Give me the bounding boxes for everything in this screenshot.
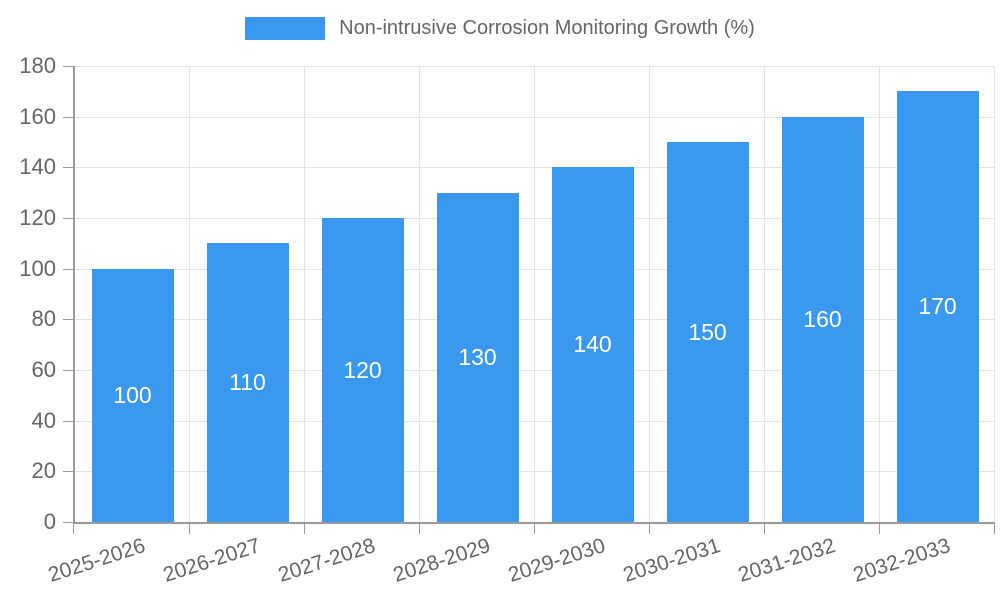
gridline-horizontal bbox=[75, 370, 995, 371]
x-axis-tick-label: 2025-2026 bbox=[44, 534, 148, 587]
y-axis-tick-label: 20 bbox=[31, 458, 56, 484]
legend-item[interactable]: Non-intrusive Corrosion Monitoring Growt… bbox=[245, 17, 755, 40]
x-axis-tick-label: 2032-2033 bbox=[849, 534, 953, 587]
bar: 170 bbox=[896, 91, 979, 522]
y-tick-mark bbox=[63, 116, 73, 118]
y-tick-mark bbox=[63, 471, 73, 473]
x-tick-mark bbox=[419, 524, 420, 534]
y-axis-tick-label: 60 bbox=[31, 357, 56, 382]
y-tick-mark bbox=[63, 167, 73, 169]
gridline-vertical bbox=[534, 66, 535, 522]
x-tick-mark bbox=[879, 524, 880, 534]
y-axis-tick-label: 80 bbox=[31, 306, 56, 332]
legend-label: Non-intrusive Corrosion Monitoring Growt… bbox=[339, 17, 755, 39]
legend: Non-intrusive Corrosion Monitoring Growt… bbox=[0, 17, 1000, 40]
x-axis-tick-label: 2030-2031 bbox=[619, 534, 723, 587]
x-axis-tick-label: 2031-2032 bbox=[734, 534, 838, 587]
bar-value-label: 170 bbox=[918, 293, 957, 320]
gridline-horizontal bbox=[75, 268, 995, 270]
y-tick-mark bbox=[63, 370, 73, 371]
x-tick-mark bbox=[304, 524, 305, 534]
bar-value-label: 130 bbox=[458, 343, 497, 370]
x-tick-mark bbox=[764, 524, 765, 534]
gridline-vertical bbox=[764, 66, 765, 522]
x-tick-mark bbox=[649, 524, 650, 534]
x-tick-mark bbox=[189, 524, 190, 534]
bar: 160 bbox=[781, 116, 864, 522]
gridline-vertical bbox=[879, 66, 880, 522]
y-tick-mark bbox=[63, 268, 73, 270]
gridline-vertical bbox=[649, 66, 650, 522]
y-tick-mark bbox=[63, 420, 73, 422]
x-tick-mark bbox=[994, 524, 995, 534]
y-axis-tick-label: 120 bbox=[19, 205, 56, 230]
x-tick-mark bbox=[73, 524, 74, 534]
x-tick-mark bbox=[534, 524, 535, 534]
gridline-horizontal bbox=[75, 116, 995, 118]
gridline-horizontal bbox=[75, 420, 995, 422]
gridline-vertical bbox=[419, 66, 420, 522]
plot-area: 100 110 120 130 140 150 160 170 bbox=[63, 66, 995, 534]
y-tick-mark bbox=[63, 319, 73, 321]
gridline-vertical bbox=[994, 66, 995, 522]
x-axis-tick-label: 2029-2030 bbox=[504, 534, 608, 587]
bar: 140 bbox=[551, 167, 634, 522]
bar-value-label: 160 bbox=[803, 305, 842, 332]
y-axis-tick-label: 40 bbox=[31, 407, 56, 433]
gridline-vertical bbox=[304, 66, 305, 522]
y-axis-tick-label: 100 bbox=[19, 255, 56, 281]
x-axis-tick-label: 2028-2029 bbox=[389, 534, 493, 587]
y-axis-tick-label: 140 bbox=[19, 154, 56, 180]
bar-value-label: 140 bbox=[573, 331, 612, 358]
y-axis-tick-label: 180 bbox=[19, 53, 56, 78]
y-axis-tick-label: 160 bbox=[19, 103, 56, 129]
gridline-horizontal bbox=[75, 167, 995, 169]
y-tick-mark bbox=[63, 66, 73, 67]
gridline-vertical bbox=[189, 66, 190, 522]
gridline-horizontal bbox=[75, 218, 995, 219]
bar: 110 bbox=[206, 243, 289, 522]
bar-value-label: 150 bbox=[688, 318, 727, 345]
gridline-horizontal bbox=[75, 319, 995, 321]
bar: 150 bbox=[666, 142, 749, 522]
y-axis-tick-label: 0 bbox=[43, 509, 56, 534]
gridline-horizontal bbox=[75, 471, 995, 473]
y-tick-mark bbox=[63, 522, 73, 523]
bar-value-label: 120 bbox=[343, 356, 382, 383]
y-tick-mark bbox=[63, 218, 73, 219]
bar-value-label: 110 bbox=[229, 369, 266, 396]
x-axis-tick-label: 2026-2027 bbox=[159, 534, 263, 587]
gridline-horizontal bbox=[75, 66, 995, 67]
bar: 100 bbox=[91, 268, 174, 522]
x-axis-tick-label: 2027-2028 bbox=[274, 534, 378, 587]
legend-swatch-icon bbox=[245, 17, 326, 40]
bar: 130 bbox=[436, 192, 519, 522]
bar: 120 bbox=[321, 218, 404, 522]
bar-value-label: 100 bbox=[113, 381, 152, 408]
